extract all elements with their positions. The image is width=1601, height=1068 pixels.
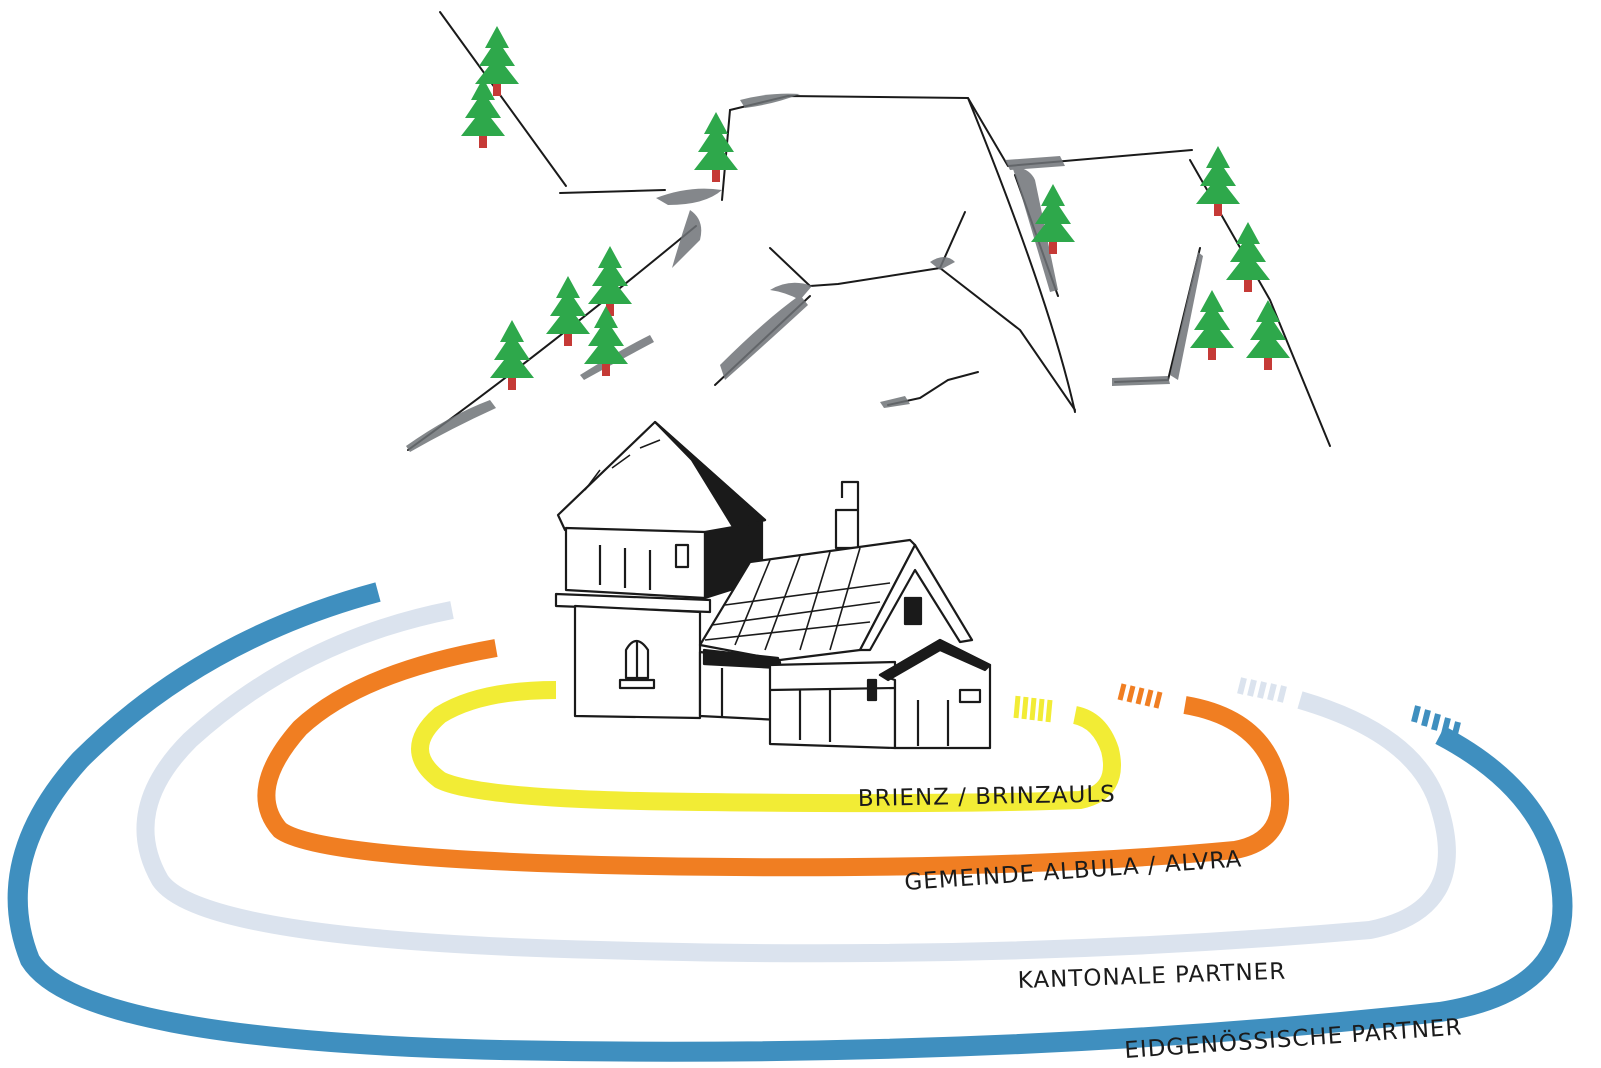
tree-icon [694,112,738,182]
house-drawing [554,420,992,750]
ring-kanton-band [136,601,1456,963]
tree-icon [546,276,590,346]
tree-icon [588,246,632,316]
tree-icon [490,320,534,390]
tree-icon [1226,222,1270,292]
ring-kanton-dashes [1237,677,1287,703]
rock-shading [406,93,1203,452]
label-kanton: KANTONALE PARTNER [1017,959,1286,994]
label-brienz: BRIENZ / BRINZAULS [858,782,1116,812]
ring-bund-band [7,582,1573,1062]
tree-icon [1190,290,1234,360]
tree-icon [584,306,628,376]
mountain-drawing [407,11,1331,451]
ring-brienz-band [411,681,1121,813]
ring-bund-dashes [1411,705,1461,739]
ring-brienz-dashes [1013,695,1053,723]
ring-bund [7,582,1573,1062]
solar-panels [704,547,891,651]
ring-albula-band [257,639,1290,877]
ring-albula [257,639,1290,877]
trees [461,26,1290,390]
ring-albula-dashes [1117,683,1163,709]
ring-brienz [411,681,1121,813]
ring-kanton [136,601,1456,963]
